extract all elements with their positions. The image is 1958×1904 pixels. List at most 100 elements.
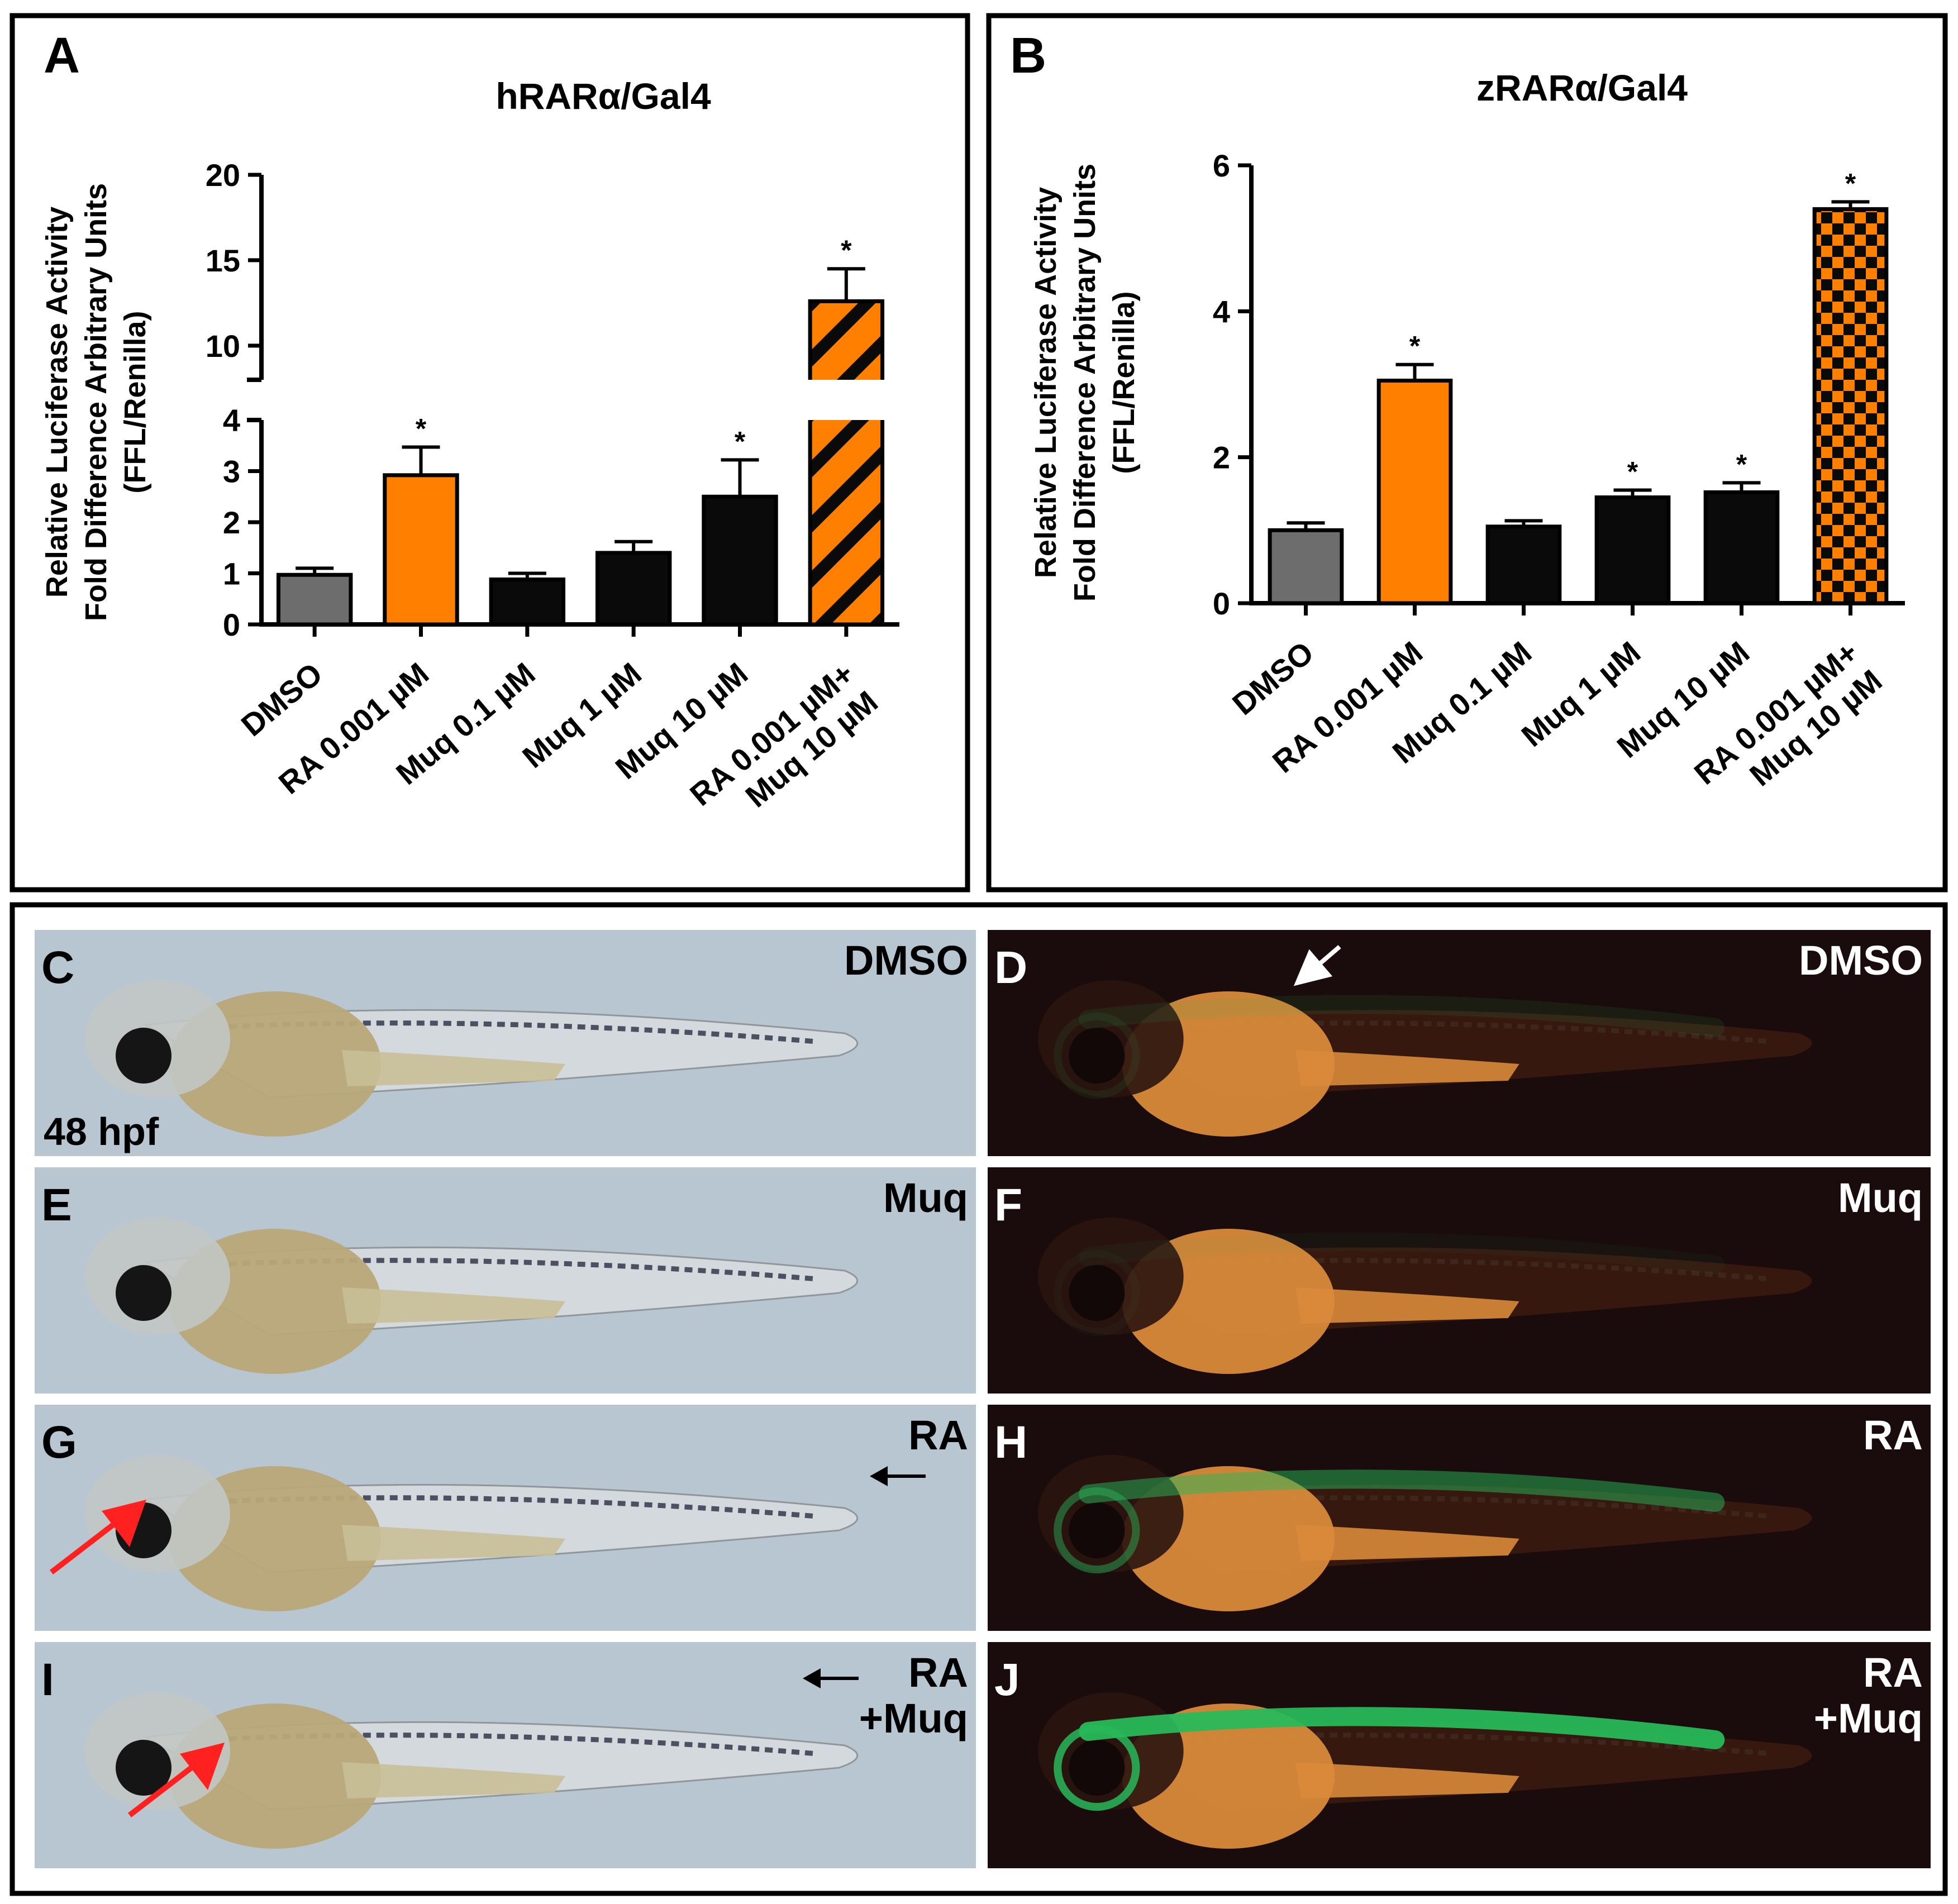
image-panel-e: E Muq bbox=[35, 1167, 976, 1394]
larva-g bbox=[85, 1455, 858, 1611]
larva-j-gfp-eye bbox=[1054, 1724, 1140, 1811]
bar-5-upper bbox=[810, 301, 883, 380]
image-panel-j-label-line-2: +Muq bbox=[1814, 1695, 1923, 1741]
larva-d bbox=[1038, 980, 1812, 1137]
image-panel-f: F Muq bbox=[988, 1167, 1931, 1394]
image-panel-j: J RA+Muq bbox=[988, 1642, 1931, 1868]
larva-h-gfp-eye bbox=[1054, 1487, 1140, 1574]
y-tick-label-lower-2: 2 bbox=[223, 505, 240, 540]
bar-2 bbox=[1485, 524, 1562, 605]
significance-4: * bbox=[735, 426, 746, 457]
panel-b-frame bbox=[986, 13, 1948, 893]
y-tick-label-lower-3: 3 bbox=[223, 454, 240, 489]
black-arrow-head bbox=[803, 1668, 821, 1688]
image-panel-f-label-line-1: Muq bbox=[1838, 1175, 1923, 1221]
image-panel-g-letter: G bbox=[41, 1417, 77, 1468]
y-tick-label-upper-2: 20 bbox=[206, 158, 240, 193]
image-panel-i: I RA+Muq bbox=[35, 1642, 976, 1868]
panel-b-ylabel-line-2: Fold Difference Arbitrary Units bbox=[1068, 164, 1102, 602]
image-panel-i-letter: I bbox=[41, 1654, 54, 1705]
y-tick-label-lower-4: 4 bbox=[223, 403, 240, 438]
significance-4: * bbox=[1736, 448, 1747, 480]
larva-h bbox=[1038, 1455, 1812, 1611]
red-arrow-shaft bbox=[127, 1757, 204, 1817]
larva-f-gfp-signal bbox=[1079, 1232, 1725, 1275]
larva-i-yolk-extension bbox=[342, 1762, 565, 1798]
bar-1 bbox=[1376, 378, 1453, 605]
bar-3 bbox=[1594, 495, 1671, 605]
image-panel-c: C DMSO 48 hpf bbox=[35, 930, 976, 1156]
larva-h-yolk-extension bbox=[1295, 1525, 1519, 1561]
larva-j-eye bbox=[1069, 1739, 1125, 1796]
larva-g-yolk-extension bbox=[342, 1525, 565, 1561]
image-panel-c-letter: C bbox=[41, 942, 74, 993]
significance-1: * bbox=[1409, 331, 1421, 362]
panel-a-chart-title: hRARα/Gal4 bbox=[496, 75, 711, 117]
image-panel-i-label-line-1: RA bbox=[908, 1649, 968, 1696]
panel-a-letter: A bbox=[44, 28, 80, 84]
black-arrow-head bbox=[870, 1466, 888, 1486]
bar-3 bbox=[595, 551, 672, 627]
image-panel-f-letter: F bbox=[994, 1180, 1022, 1230]
larva-e-yolk-extension bbox=[342, 1287, 565, 1324]
significance-1: * bbox=[416, 413, 427, 444]
panel-b-letter: B bbox=[1010, 28, 1046, 84]
y-tick-label-upper-0: 10 bbox=[206, 328, 240, 364]
panel-a-ylabel: Relative Luciferase Activity Fold Differ… bbox=[40, 183, 152, 621]
larva-e bbox=[85, 1218, 858, 1374]
image-panel-d-label-line-1: DMSO bbox=[1799, 937, 1923, 984]
image-panel-d-letter: D bbox=[994, 942, 1027, 993]
larva-h-eye bbox=[1069, 1502, 1125, 1559]
larva-i-eye bbox=[116, 1740, 171, 1796]
image-panel-g: G RA bbox=[35, 1405, 976, 1631]
significance-5: * bbox=[1845, 168, 1856, 199]
larva-j-gfp-signal bbox=[1079, 1707, 1725, 1750]
white-arrow bbox=[1293, 944, 1341, 986]
red-arrow-shaft bbox=[49, 1514, 126, 1574]
bar-5-lower bbox=[810, 420, 883, 624]
larva-d-gfp-eye bbox=[1054, 1012, 1140, 1099]
panel-b-ylabel-line-1: Relative Luciferase Activity bbox=[1029, 187, 1063, 578]
y-tick-label-upper-1: 15 bbox=[206, 243, 240, 278]
y-tick-label-2: 4 bbox=[1213, 294, 1230, 329]
larva-f bbox=[1038, 1218, 1812, 1374]
y-tick-label-lower-1: 1 bbox=[223, 556, 240, 591]
image-panel-c-label-line-1: DMSO bbox=[844, 937, 968, 984]
image-panel-i-label-line-2: +Muq bbox=[859, 1695, 968, 1741]
image-panel-c-stage-label: 48 hpf bbox=[44, 1110, 159, 1153]
image-panel-h: H RA bbox=[988, 1405, 1931, 1631]
red-arrow-head bbox=[102, 1500, 146, 1547]
image-panel-j-letter: J bbox=[994, 1654, 1020, 1705]
bar-1 bbox=[383, 473, 459, 627]
panel-b-chart-title: zRARα/Gal4 bbox=[1476, 67, 1688, 108]
larva-f-gfp-eye bbox=[1054, 1249, 1140, 1337]
y-tick-label-3: 6 bbox=[1213, 148, 1230, 183]
bar-4 bbox=[702, 494, 778, 627]
significance-5: * bbox=[841, 235, 852, 266]
image-panel-h-label-line-1: RA bbox=[1863, 1412, 1923, 1458]
image-panel-d: D DMSO bbox=[988, 930, 1931, 1156]
image-panel-e-letter: E bbox=[41, 1180, 72, 1230]
bar-2 bbox=[489, 577, 566, 627]
y-tick-label-lower-0: 0 bbox=[223, 607, 240, 642]
bar-5 bbox=[1812, 207, 1889, 605]
larva-f-eye bbox=[1069, 1264, 1125, 1321]
panel-b-ylabel: Relative Luciferase Activity Fold Differ… bbox=[1029, 164, 1141, 602]
significance-3: * bbox=[1627, 456, 1638, 487]
larva-f-yolk-extension bbox=[1295, 1287, 1519, 1324]
y-tick-label-0: 0 bbox=[1213, 586, 1230, 621]
image-panel-g-label-line-1: RA bbox=[908, 1412, 968, 1458]
y-tick-label-1: 2 bbox=[1213, 440, 1230, 475]
bar-0 bbox=[1268, 528, 1344, 605]
larva-c-eye bbox=[116, 1028, 171, 1084]
larva-j bbox=[1038, 1692, 1812, 1849]
larva-i bbox=[85, 1692, 858, 1849]
image-panel-j-label-line-1: RA bbox=[1863, 1649, 1923, 1696]
larva-c-yolk-extension bbox=[342, 1050, 565, 1086]
panel-b-ylabel-line-3: (FFL/Renilla) bbox=[1107, 292, 1141, 474]
larva-j-yolk-extension bbox=[1295, 1762, 1519, 1798]
larva-d-gfp-signal bbox=[1079, 995, 1725, 1038]
panel-a-ylabel-line-2: Fold Difference Arbitrary Units bbox=[79, 183, 113, 621]
